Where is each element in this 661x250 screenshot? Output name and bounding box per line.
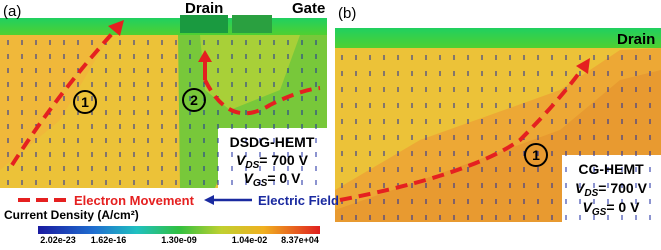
- arrowhead: [198, 50, 212, 62]
- colorbar: Current Density (A/cm²) 2.02e-23 1.62e-16…: [4, 208, 320, 245]
- arrowhead: [204, 195, 214, 205]
- electron-path: [203, 79, 321, 116]
- vgs: VGS= 0 V: [583, 199, 641, 218]
- sym: V: [575, 180, 586, 196]
- sub: GS: [253, 178, 268, 189]
- sub: DS: [584, 188, 598, 199]
- marker-label: 1: [81, 94, 89, 110]
- sub: DS: [245, 160, 259, 171]
- colorbar-label: 2.02e-23: [40, 235, 76, 245]
- marker: [524, 143, 548, 167]
- vds: VDS= 700 V: [236, 152, 309, 171]
- device-box: [562, 155, 661, 222]
- region: [200, 35, 300, 110]
- electron-path: [339, 63, 587, 202]
- colorbar-label: 1.30e-09: [161, 235, 197, 245]
- legend: Electron Movement Electric Field: [18, 193, 339, 208]
- gate-contact: [232, 15, 272, 33]
- marker: [73, 90, 97, 114]
- sub: GS: [592, 207, 607, 218]
- sym: V: [244, 170, 255, 186]
- sym: V: [583, 199, 594, 215]
- arrowhead: [108, 20, 124, 36]
- colorbar-label: 8.37e+04: [281, 235, 319, 245]
- drain-label: Drain: [185, 0, 223, 17]
- arrowhead: [576, 58, 590, 74]
- colorbar-title: Current Density (A/cm²): [4, 208, 139, 222]
- panel-label: (b): [338, 5, 356, 22]
- sym: V: [236, 152, 247, 168]
- vgs: VGS= 0 V: [244, 170, 302, 189]
- panel-b: 1 (b) Drain CG-HEMT VDS= 700 V VGS= 0 V: [335, 5, 661, 222]
- vds: VDS= 700 V: [575, 180, 648, 199]
- panel-label: (a): [3, 3, 21, 20]
- marker-label: 1: [532, 147, 540, 163]
- device-label: CG-HEMT: [578, 161, 644, 177]
- rest: = 0 V: [267, 170, 301, 186]
- rest: = 700 V: [259, 152, 308, 168]
- top-layer: [0, 18, 327, 35]
- drain-contact: [180, 15, 228, 33]
- colorbar-label: 1.62e-16: [91, 235, 127, 245]
- legend-text: Electron Movement: [74, 193, 195, 208]
- marker-label: 2: [190, 92, 198, 108]
- colorbar-gradient: [38, 226, 320, 234]
- electron-path: [10, 23, 122, 167]
- rest: = 0 V: [606, 199, 640, 215]
- colorbar-label: 1.04e-02: [232, 235, 268, 245]
- gate-label: Gate: [292, 0, 325, 17]
- legend-text: Electric Field: [258, 193, 339, 208]
- rest: = 700 V: [598, 180, 647, 196]
- device-box: [218, 128, 327, 188]
- marker: [182, 88, 206, 112]
- device-label: DSDG-HEMT: [230, 134, 315, 150]
- panel-a: 1 2 (a) Drain Gate DSDG-HEMT VDS= 700 V …: [0, 0, 327, 189]
- drain-label: Drain: [617, 31, 655, 48]
- top-layer: [335, 28, 661, 48]
